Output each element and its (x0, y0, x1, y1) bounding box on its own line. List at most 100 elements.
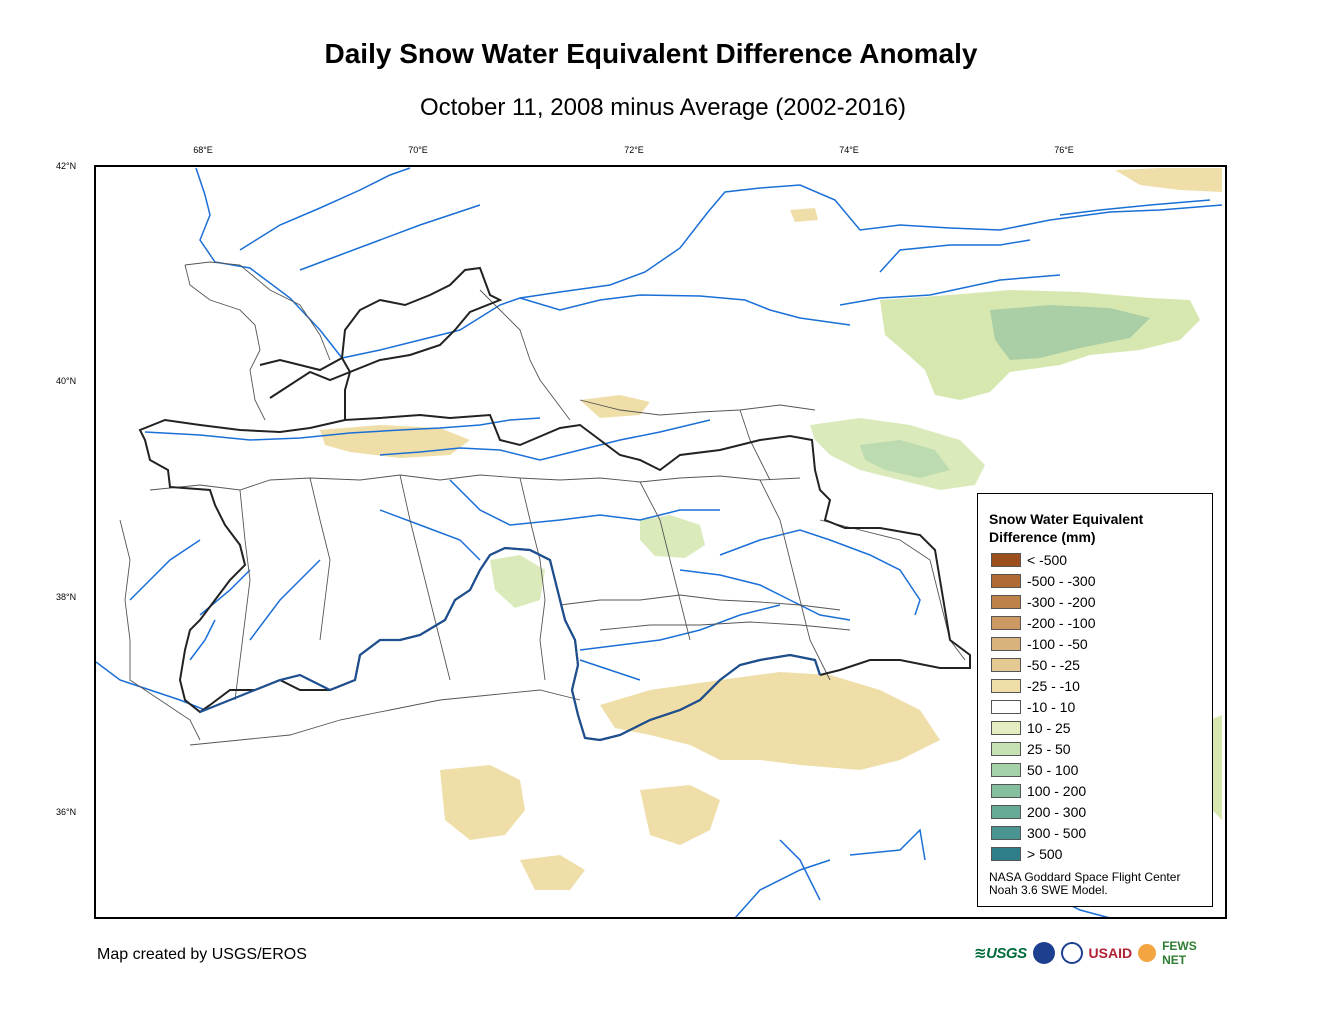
admin-top-2 (579, 399, 816, 416)
swe-patch-north-east (1115, 168, 1222, 192)
legend-credit: NASA Goddard Space Flight Center Noah 3.… (989, 871, 1209, 897)
usaid-logo: USAID (1088, 945, 1133, 961)
river-naryn (759, 184, 1223, 231)
legend-item: -10 - 10 (991, 696, 1075, 717)
swe-patch-central (640, 515, 705, 558)
admin-central-3 (309, 477, 331, 641)
longitude-tick-68: 68°E (193, 145, 213, 155)
admin-central-6 (639, 481, 691, 641)
swe-positive-patches (490, 168, 1222, 608)
legend-item: -200 - -100 (991, 612, 1095, 633)
usgs-logo: ≋USGS (974, 944, 1027, 962)
map-title: Daily Snow Water Equivalent Difference A… (324, 38, 978, 69)
river-chirchik (239, 167, 411, 251)
river-karadarya (519, 294, 851, 326)
legend-swatch (991, 636, 1021, 651)
legend-swatch (991, 699, 1021, 714)
admin-south-3 (599, 621, 851, 631)
admin-south-1 (189, 689, 581, 746)
legend-item: -300 - -200 (991, 591, 1095, 612)
legend-swatch (991, 615, 1021, 630)
fews-net-logo: FEWS NET (1162, 939, 1197, 967)
river-pamir (579, 604, 781, 651)
legend-item: 300 - 500 (991, 822, 1086, 843)
usaid-seal-icon (1060, 942, 1083, 964)
river-karadarya-2 (839, 274, 1061, 306)
river-west-1 (129, 539, 201, 601)
river-panj-tribs (679, 569, 851, 621)
river-south-3 (734, 859, 831, 919)
latitude-tick-36: 36°N (56, 807, 77, 817)
legend-label: 200 - 300 (1027, 803, 1087, 820)
legend-label: -10 - 10 (1027, 698, 1076, 715)
legend-label: -300 - -200 (1027, 593, 1096, 610)
nasa-logo-icon (1032, 942, 1055, 964)
fews-globe-icon (1138, 944, 1157, 962)
swe-patch-afghan-2 (640, 785, 720, 845)
legend-swatch (991, 846, 1021, 861)
swe-patch-tianshan-core (990, 305, 1150, 360)
latitude-tick-38: 38°N (56, 592, 77, 602)
admin-central-2 (234, 489, 251, 701)
legend-label: -25 - -10 (1027, 677, 1080, 694)
longitude-tick-70: 70°E (408, 145, 428, 155)
admin-boundaries (119, 261, 966, 746)
legend-item: 50 - 100 (991, 759, 1078, 780)
legend-item: 100 - 200 (991, 780, 1086, 801)
admin-top-1 (479, 289, 571, 421)
legend-swatch (991, 762, 1021, 777)
legend-swatch (991, 594, 1021, 609)
rivers (95, 167, 1223, 919)
uzbek-kyrgyz-line (259, 356, 352, 399)
legend-swatch (991, 783, 1021, 798)
swe-patch-afghan-1 (440, 765, 525, 840)
country-boundary (138, 266, 971, 742)
longitude-tick-72: 72°E (624, 145, 644, 155)
footer-credit: Map created by USGS/EROS (97, 946, 307, 963)
river-vakhsh (719, 529, 921, 616)
legend-item: 10 - 25 (991, 717, 1071, 738)
legend-label: 25 - 50 (1027, 740, 1071, 757)
river-pamir-2 (579, 659, 641, 681)
legend-label: 100 - 200 (1027, 782, 1087, 799)
admin-north-2 (184, 261, 331, 361)
longitude-tick-74: 74°E (839, 145, 859, 155)
latitude-tick-42: 42°N (56, 161, 77, 171)
legend-label: 10 - 25 (1027, 719, 1071, 736)
usgs-mark-icon: ≋ (974, 945, 987, 962)
legend-swatch (991, 573, 1021, 588)
map-canvas (94, 165, 1223, 919)
swe-pos-patch-sw (1210, 715, 1222, 820)
legend-swatch (991, 804, 1021, 819)
legend-credit-line1: NASA Goddard Space Flight Center (989, 870, 1181, 884)
tajikistan-border-north (341, 266, 971, 676)
admin-fergana-e (739, 409, 771, 481)
partner-logos: ≋USGS USAID FEWS NET (974, 938, 1224, 968)
swe-patch-upper (580, 395, 650, 418)
admin-middle-row (149, 474, 801, 491)
usgs-logo-text: USGS (986, 945, 1027, 962)
river-west-2 (199, 569, 251, 616)
legend-label: -100 - -50 (1027, 635, 1088, 652)
legend-item: -25 - -10 (991, 675, 1080, 696)
swe-patch-alai-inner (860, 440, 950, 478)
river-kafirnigan (449, 479, 720, 526)
river-south-2 (849, 828, 926, 861)
swe-patch-ne (790, 208, 818, 222)
river-zeravshan-2 (379, 419, 711, 461)
river-south-1 (779, 839, 821, 901)
legend-label: < -500 (1027, 551, 1068, 568)
legend-swatch (991, 825, 1021, 840)
river-zeravshan (144, 417, 541, 441)
admin-central-7 (759, 479, 831, 681)
admin-east-1 (819, 519, 966, 661)
river-north-2 (419, 204, 481, 226)
legend-swatch (991, 678, 1021, 693)
latitude-tick-40: 40°N (56, 376, 77, 386)
legend-label: -500 - -300 (1027, 572, 1096, 589)
legend-swatch (991, 552, 1021, 567)
legend-swatch (991, 720, 1021, 735)
river-naryn-trib (879, 239, 1031, 273)
river-west-3 (249, 559, 321, 641)
swe-negative-patches (320, 208, 940, 890)
